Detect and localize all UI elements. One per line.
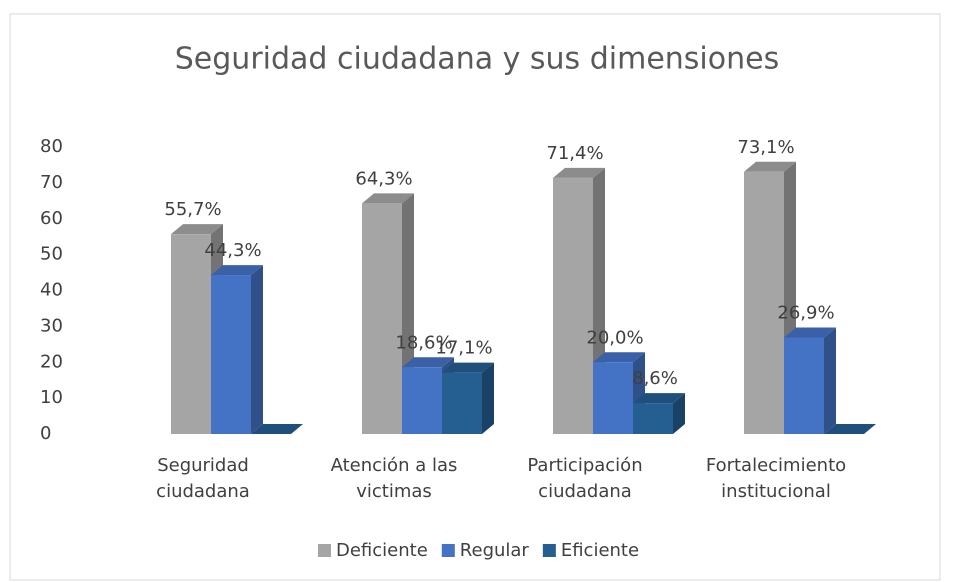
- y-tick-label: 0: [40, 423, 51, 444]
- bar: [553, 177, 593, 435]
- bar: [442, 372, 482, 434]
- x-tick-label: Fortalecimiento institucional: [705, 455, 847, 502]
- bar-top: [593, 352, 645, 363]
- data-label: 71,4%: [546, 143, 603, 164]
- legend-swatch: [542, 544, 556, 557]
- bar-top: [251, 424, 303, 434]
- bar-side: [251, 265, 263, 434]
- data-label: 55,7%: [164, 199, 221, 220]
- legend-swatch: [441, 544, 455, 557]
- x-tick-label: Atención a las victimas: [330, 455, 458, 502]
- data-label: 20,0%: [586, 327, 643, 348]
- bar-top: [211, 265, 263, 276]
- bar-side: [824, 327, 836, 434]
- bar: [633, 403, 673, 434]
- bar-top: [442, 362, 494, 373]
- bar-top: [402, 357, 454, 368]
- y-tick-label: 20: [40, 351, 63, 372]
- legend-swatch: [318, 544, 331, 557]
- bar-top: [784, 327, 836, 338]
- data-label: 8,6%: [632, 368, 678, 389]
- x-tick-label: Participación ciudadana: [527, 455, 643, 502]
- y-tick-label: 50: [40, 244, 63, 265]
- data-label: 26,9%: [777, 302, 834, 323]
- bar: [211, 275, 251, 434]
- data-label: 44,3%: [204, 240, 261, 261]
- y-tick-label: 40: [40, 280, 63, 301]
- bar-side: [673, 393, 685, 434]
- bar: [402, 367, 442, 434]
- bar-top: [171, 224, 223, 235]
- legend-label: Deficiente: [336, 540, 428, 561]
- bar: [593, 362, 633, 434]
- y-tick-label: 70: [40, 172, 63, 193]
- bar-top: [553, 167, 605, 178]
- bar: [744, 171, 784, 434]
- legend-label: Regular: [460, 540, 530, 561]
- bar: [362, 203, 402, 434]
- data-label: 18,6%: [395, 332, 452, 353]
- bar-top: [633, 393, 685, 404]
- bar-top: [744, 161, 796, 172]
- bar-top: [362, 193, 414, 204]
- bar-top: [824, 424, 876, 434]
- y-tick-label: 80: [40, 136, 63, 157]
- bar: [171, 234, 211, 434]
- data-label: 64,3%: [355, 168, 412, 189]
- bar: [784, 337, 824, 434]
- legend-label: Eficiente: [561, 540, 639, 561]
- bar-side: [482, 362, 494, 434]
- data-label: 73,1%: [737, 137, 794, 158]
- x-tick-label: Seguridad ciudadana: [156, 455, 250, 502]
- y-tick-label: 30: [40, 315, 63, 336]
- chart-title: Seguridad ciudadana y sus dimensiones: [175, 42, 779, 77]
- data-label: 17,1%: [435, 338, 492, 359]
- y-tick-label: 60: [40, 208, 63, 229]
- y-tick-label: 10: [40, 387, 63, 408]
